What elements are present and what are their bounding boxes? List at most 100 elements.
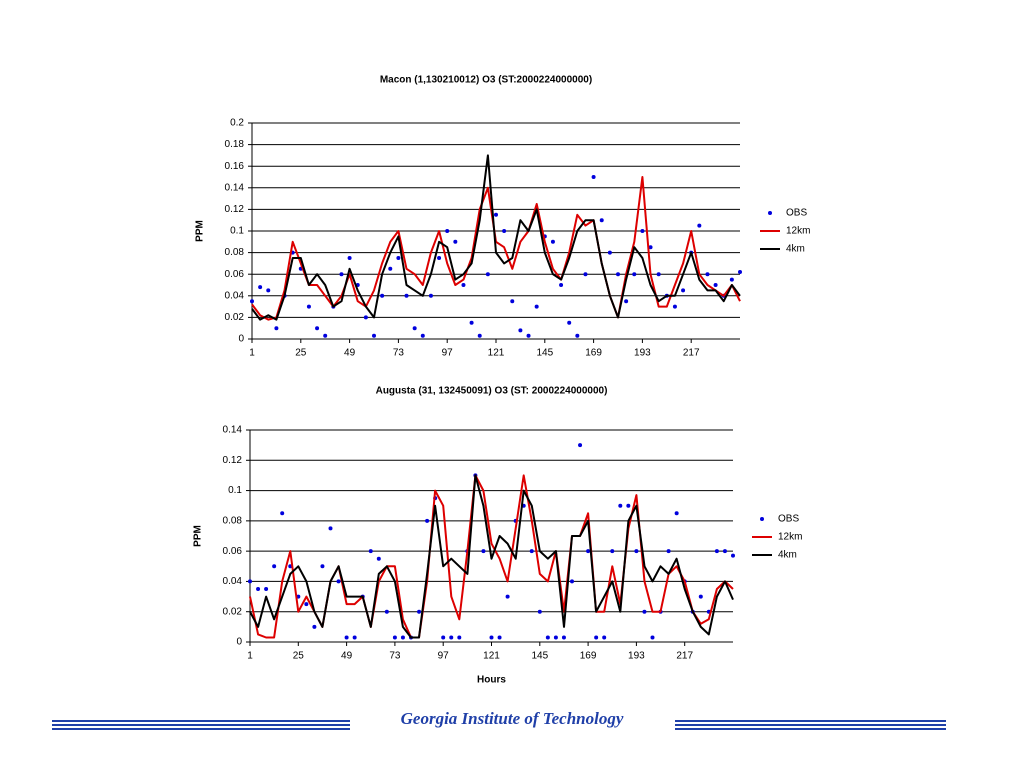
obs-point: [306, 304, 311, 309]
x-tick-label: 193: [634, 348, 651, 359]
y-tick-label: 0.04: [223, 576, 243, 587]
obs-point: [368, 549, 373, 554]
obs-point: [445, 229, 450, 233]
obs-point: [705, 272, 710, 277]
obs-point: [583, 272, 588, 277]
x-tick-label: 49: [341, 651, 353, 662]
obs-point: [425, 518, 430, 523]
series-line: [251, 154, 741, 321]
obs-point: [376, 556, 381, 561]
obs-point: [339, 272, 344, 277]
obs-point: [529, 549, 534, 554]
obs-point: [404, 293, 409, 298]
x-tick-label: 121: [483, 651, 500, 662]
obs-point: [731, 553, 735, 558]
obs-point: [441, 635, 446, 640]
obs-point: [681, 288, 686, 293]
chart-title: Augusta (31, 132450091) O3 (ST: 20002240…: [376, 386, 608, 397]
obs-point: [264, 587, 269, 591]
x-tick-label: 193: [628, 651, 645, 662]
footer-rule-right: [675, 720, 946, 730]
obs-point: [428, 293, 433, 298]
obs-point: [550, 239, 555, 244]
obs-point: [457, 635, 462, 640]
obs-point: [570, 579, 574, 584]
obs-point: [714, 549, 719, 554]
obs-point: [642, 609, 647, 614]
obs-point: [489, 635, 494, 640]
obs-point: [400, 635, 405, 640]
x-tick-label: 97: [442, 348, 454, 359]
y-tick-label: 0: [236, 637, 242, 648]
y-tick-label: 0.08: [225, 247, 245, 258]
obs-point: [575, 333, 580, 338]
obs-point: [417, 609, 422, 614]
obs-point: [312, 624, 317, 629]
x-tick-label: 73: [393, 348, 405, 359]
obs-point: [248, 579, 252, 584]
y-tick-label: 0.06: [225, 269, 245, 280]
x-axis-label: Hours: [477, 675, 506, 686]
obs-point: [510, 299, 515, 304]
obs-point: [650, 635, 655, 640]
obs-point: [537, 609, 542, 614]
series-line: [249, 474, 734, 639]
obs-point: [616, 272, 620, 277]
obs-point: [250, 299, 254, 304]
obs-point: [304, 602, 309, 607]
obs-point: [320, 564, 325, 569]
legend-marker: [768, 211, 772, 215]
obs-point: [559, 283, 564, 287]
y-tick-label: 0: [238, 334, 244, 345]
obs-point: [372, 333, 376, 338]
legend-label: 4km: [786, 244, 805, 255]
obs-point: [561, 635, 566, 640]
obs-point: [258, 285, 263, 290]
obs-point: [553, 635, 558, 640]
y-axis-label: PPM: [193, 525, 204, 547]
x-tick-label: 169: [580, 651, 597, 662]
legend-label: OBS: [778, 514, 799, 525]
y-tick-label: 0.18: [225, 139, 245, 150]
obs-point: [256, 587, 261, 591]
obs-point: [534, 304, 539, 309]
obs-point: [634, 549, 639, 554]
x-tick-label: 49: [344, 348, 356, 359]
obs-point: [274, 326, 279, 331]
obs-point: [526, 333, 531, 338]
obs-point: [344, 635, 349, 640]
x-tick-label: 25: [293, 651, 305, 662]
obs-point: [697, 223, 702, 228]
y-tick-label: 0.16: [225, 161, 245, 172]
x-tick-label: 25: [295, 348, 307, 359]
obs-point: [607, 250, 612, 255]
chart-title: Macon (1,130210012) O3 (ST:2000224000000…: [380, 75, 592, 86]
y-tick-label: 0.06: [223, 546, 243, 557]
legend-label: 4km: [778, 550, 797, 561]
obs-point: [420, 333, 425, 338]
obs-point: [396, 256, 401, 260]
footer-rule-left: [52, 720, 350, 730]
obs-point: [461, 283, 466, 287]
obs-point: [380, 293, 385, 298]
legend-label: OBS: [786, 208, 807, 219]
obs-point: [632, 272, 637, 277]
obs-point: [672, 304, 677, 309]
y-tick-label: 0.2: [230, 118, 244, 129]
footer-text: Georgia Institute of Technology: [401, 709, 624, 728]
obs-point: [648, 245, 653, 250]
obs-point: [567, 320, 572, 325]
x-tick-label: 145: [531, 651, 548, 662]
legend-label: 12km: [778, 532, 802, 543]
obs-point: [494, 212, 498, 217]
obs-point: [485, 272, 490, 277]
obs-point: [594, 635, 599, 640]
obs-point: [477, 333, 482, 338]
x-tick-label: 1: [247, 651, 253, 662]
obs-point: [618, 503, 623, 508]
obs-point: [449, 635, 454, 640]
obs-point: [347, 256, 352, 260]
obs-point: [323, 333, 328, 338]
obs-point: [388, 266, 393, 271]
